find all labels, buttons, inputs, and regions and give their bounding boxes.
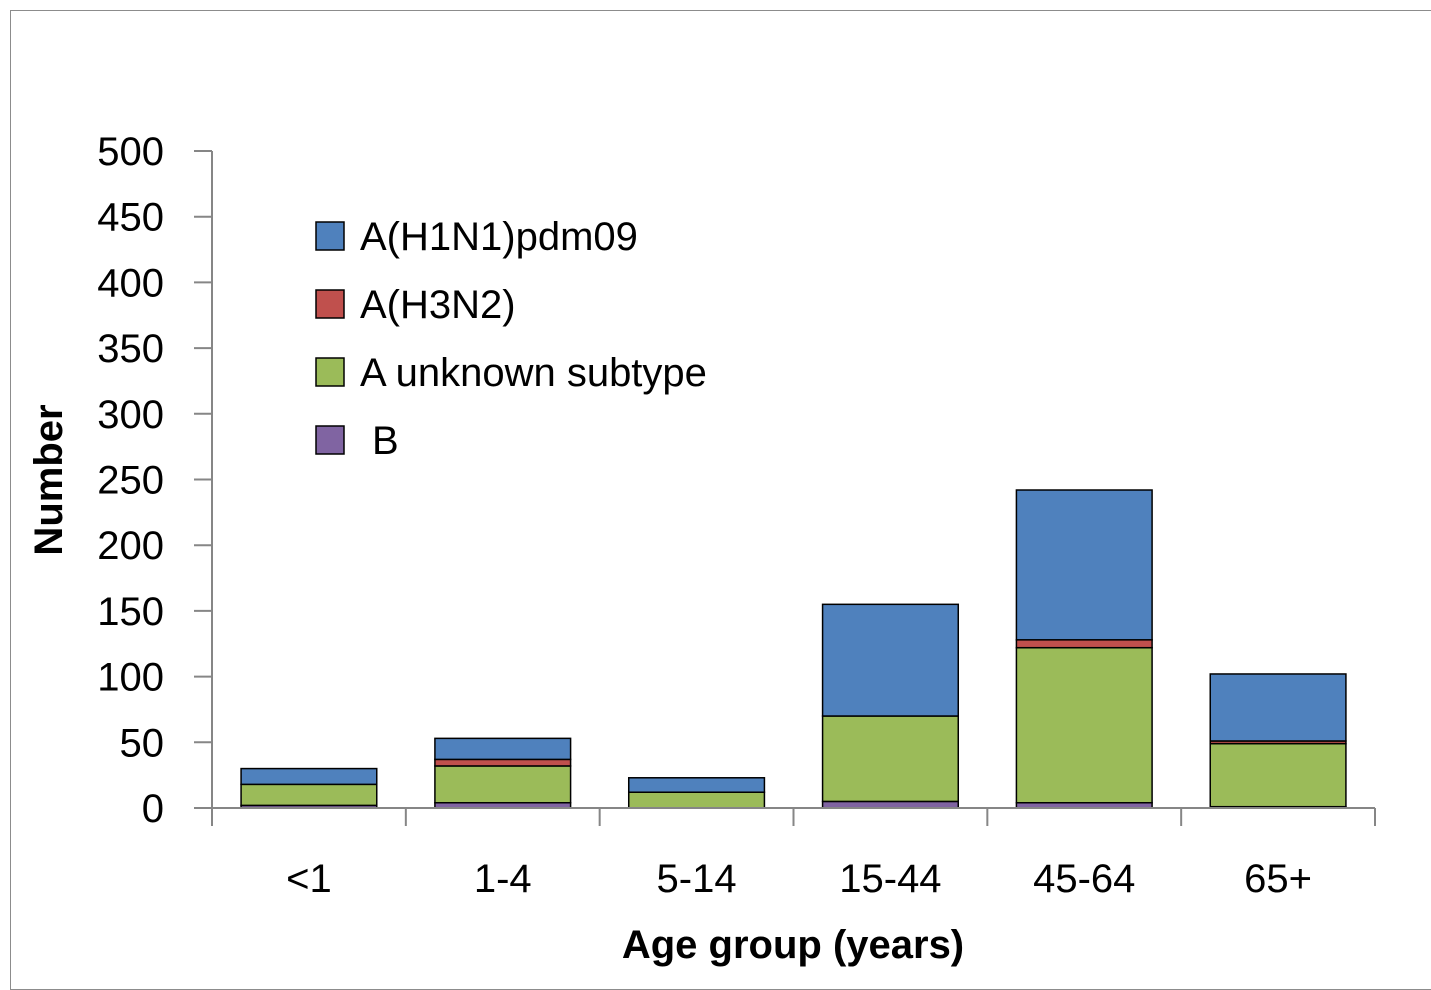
- x-tick-label: <1: [286, 857, 332, 901]
- bar-segment: [1015, 489, 1153, 641]
- bar-segment: [821, 603, 960, 717]
- y-axis-label: Number: [27, 404, 71, 555]
- x-tick-label: 1-4: [474, 857, 532, 901]
- bar-segment: [821, 715, 960, 803]
- bar-segment: [627, 791, 766, 809]
- legend-swatch: [315, 425, 345, 455]
- x-axis-label: Age group (years): [622, 923, 964, 967]
- bar-segment: [240, 767, 378, 786]
- legend-label: A(H1N1)pdm09: [360, 215, 638, 259]
- legend-swatch: [315, 289, 345, 319]
- x-tick-label: 45-64: [1033, 857, 1135, 901]
- bar-segment: [627, 777, 766, 793]
- legend-label: A unknown subtype: [360, 351, 707, 395]
- legend-label: B: [372, 419, 399, 463]
- y-tick-label: 100: [97, 656, 164, 700]
- bar-segment: [1015, 639, 1153, 649]
- bar-segment: [434, 758, 572, 767]
- y-tick-label: 200: [97, 524, 164, 568]
- y-axis: 0 50 100 150 200 250 300 350 400 450 500: [97, 130, 213, 831]
- legend-swatch: [315, 221, 345, 251]
- bars: [240, 489, 1347, 809]
- bar-segment: [1209, 673, 1347, 742]
- y-tick-label: 150: [97, 590, 164, 634]
- y-tick-label: 450: [97, 196, 164, 240]
- legend-label: A(H3N2): [360, 283, 516, 327]
- y-tick-label: 250: [97, 459, 164, 503]
- y-tick-label: 350: [97, 327, 164, 371]
- bar-segment: [1209, 742, 1347, 808]
- y-tick-label: 0: [142, 787, 164, 831]
- y-tick-label: 400: [97, 261, 164, 305]
- y-tick-label: 500: [97, 130, 164, 174]
- x-tick-label: 15-44: [839, 857, 941, 901]
- x-tick-label: 65+: [1244, 857, 1312, 901]
- y-tick-label: 300: [97, 393, 164, 437]
- bar-segment: [434, 737, 572, 761]
- y-tick-label: 50: [120, 721, 165, 765]
- x-tick-label: 5-14: [657, 857, 737, 901]
- legend-swatch: [315, 357, 345, 387]
- legend: A(H1N1)pdm09 A(H3N2) A unknown subtype B: [315, 215, 707, 463]
- bar-segment: [434, 765, 572, 804]
- bar-segment: [1015, 646, 1153, 804]
- x-axis: <1 1-4 5-14 15-44 45-64 65+: [211, 807, 1376, 901]
- bar-segment: [240, 783, 378, 807]
